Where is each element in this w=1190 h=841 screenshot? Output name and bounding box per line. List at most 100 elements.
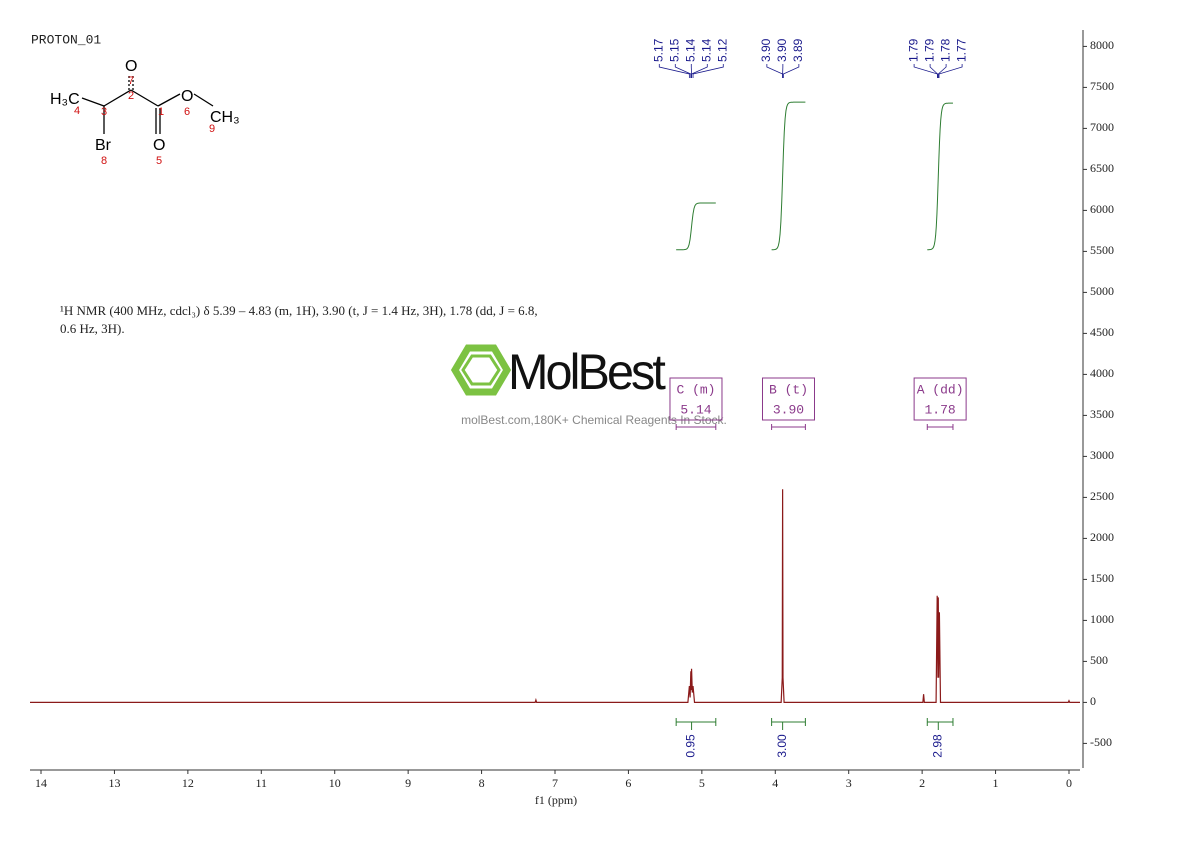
- peak-label: 5.17: [651, 38, 665, 62]
- peak-connector: [691, 64, 708, 78]
- multiplet-name: B (t): [769, 382, 808, 397]
- integral-range: [926, 718, 954, 726]
- x-tick-label: 6: [625, 776, 631, 790]
- peak-label: 1.79: [906, 38, 920, 62]
- x-tick-label: 1: [993, 776, 999, 790]
- y-tick-label: 8000: [1090, 38, 1114, 52]
- x-tick-label: 9: [405, 776, 411, 790]
- integral-range: [771, 718, 806, 726]
- y-tick-label: 7000: [1090, 120, 1114, 134]
- integral-label: 2.98: [930, 734, 944, 758]
- watermark: MolBest molBest.com,180K+ Chemical Reage…: [450, 344, 727, 427]
- atom-number: 3: [101, 106, 107, 118]
- multiplet-shift: 3.90: [773, 402, 804, 417]
- atom: O: [181, 88, 193, 105]
- bond: [103, 89, 132, 107]
- x-tick-label: 14: [35, 776, 47, 790]
- atom: CH₃: [210, 109, 240, 126]
- bond: [130, 89, 159, 107]
- y-tick-label: -500: [1090, 735, 1112, 749]
- atom: O: [125, 58, 137, 75]
- peak-label: 5.14: [699, 38, 713, 62]
- peak-connector: [929, 64, 938, 78]
- peak-label: 5.15: [667, 38, 681, 62]
- x-tick-label: 8: [479, 776, 485, 790]
- integral-curve: [927, 102, 953, 251]
- watermark-tagline: molBest.com,180K+ Chemical Reagents In S…: [461, 413, 727, 427]
- multiplet-range: [675, 424, 717, 430]
- x-tick-label: 10: [329, 776, 341, 790]
- y-tick-label: 7500: [1090, 79, 1114, 93]
- peak-label: 3.90: [775, 38, 789, 62]
- description: ¹H NMR (400 MHz, cdcl₃) δ 5.39 – 4.83 (m…: [60, 303, 538, 318]
- peak-label: 3.90: [759, 38, 773, 62]
- peak-label: 1.79: [922, 38, 936, 62]
- peak-connector: [658, 64, 690, 78]
- y-tick-label: 5000: [1090, 284, 1114, 298]
- multiplet-name: A (dd): [917, 382, 964, 397]
- peak-connector: [674, 64, 692, 78]
- peak-connector: [937, 64, 947, 78]
- integral-curve: [771, 101, 806, 251]
- x-tick-label: 13: [108, 776, 120, 790]
- atom-number: 7: [128, 75, 134, 87]
- atom-number: 9: [209, 123, 215, 135]
- y-tick-label: 2000: [1090, 530, 1114, 544]
- multiplet-range: [926, 424, 954, 430]
- y-tick-label: 1500: [1090, 571, 1114, 585]
- bond: [193, 93, 214, 107]
- bond: [81, 97, 105, 107]
- peak-connector: [782, 64, 800, 78]
- integral-curve: [676, 202, 716, 251]
- integral-label: 3.00: [775, 734, 789, 758]
- y-tick-label: 6000: [1090, 202, 1114, 216]
- x-tick-label: 11: [256, 776, 268, 790]
- y-tick-label: 500: [1090, 653, 1108, 667]
- peak-label: 5.14: [683, 38, 697, 62]
- watermark-brand: MolBest: [508, 344, 666, 400]
- atom: O: [153, 137, 165, 154]
- atom: H₃C: [50, 91, 80, 108]
- y-tick-label: 5500: [1090, 243, 1114, 257]
- atom-number: 2: [128, 90, 134, 102]
- atom-number: 5: [156, 155, 162, 167]
- x-tick-label: 12: [182, 776, 194, 790]
- x-tick-label: 7: [552, 776, 558, 790]
- molecule: H₃C O O O CH₃ Br 1 2 3 4 5 6 7 8 9: [50, 58, 240, 167]
- peak-connector: [766, 64, 784, 78]
- spectrum-line: [30, 489, 1080, 703]
- chart-title: PROTON_01: [31, 32, 101, 47]
- bond: [157, 93, 181, 107]
- x-tick-label: 2: [919, 776, 925, 790]
- y-tick-label: 4000: [1090, 366, 1114, 380]
- peak-label: 3.89: [791, 38, 805, 62]
- multiplet-box: [761, 377, 815, 421]
- y-tick-label: 1000: [1090, 612, 1114, 626]
- y-tick-label: 0: [1090, 694, 1096, 708]
- peak-connector: [938, 64, 963, 78]
- x-tick-label: 0: [1066, 776, 1072, 790]
- peak-label: 5.12: [715, 38, 729, 62]
- atom-number: 8: [101, 155, 107, 167]
- logo: [450, 344, 512, 396]
- logo: [461, 354, 501, 386]
- atom-number: 1: [158, 106, 164, 118]
- y-tick-label: 4500: [1090, 325, 1114, 339]
- x-tick-label: 3: [846, 776, 852, 790]
- multiplet-name: C (m): [676, 382, 715, 397]
- integral-label: 0.95: [684, 734, 698, 758]
- atom-number: 4: [74, 105, 80, 117]
- atom-number: 6: [184, 106, 190, 118]
- integral-range: [675, 718, 717, 726]
- x-tick-label: 4: [772, 776, 778, 790]
- peak-connector: [692, 64, 724, 78]
- description: 0.6 Hz, 3H).: [60, 321, 125, 336]
- multiplet-box: [669, 377, 723, 421]
- multiplet-shift: 5.14: [680, 402, 711, 417]
- x-tick-label: 5: [699, 776, 705, 790]
- y-tick-label: 3000: [1090, 448, 1114, 462]
- x-axis-label: f1 (ppm): [535, 793, 577, 807]
- y-tick-label: 2500: [1090, 489, 1114, 503]
- multiplet-shift: 1.78: [925, 402, 956, 417]
